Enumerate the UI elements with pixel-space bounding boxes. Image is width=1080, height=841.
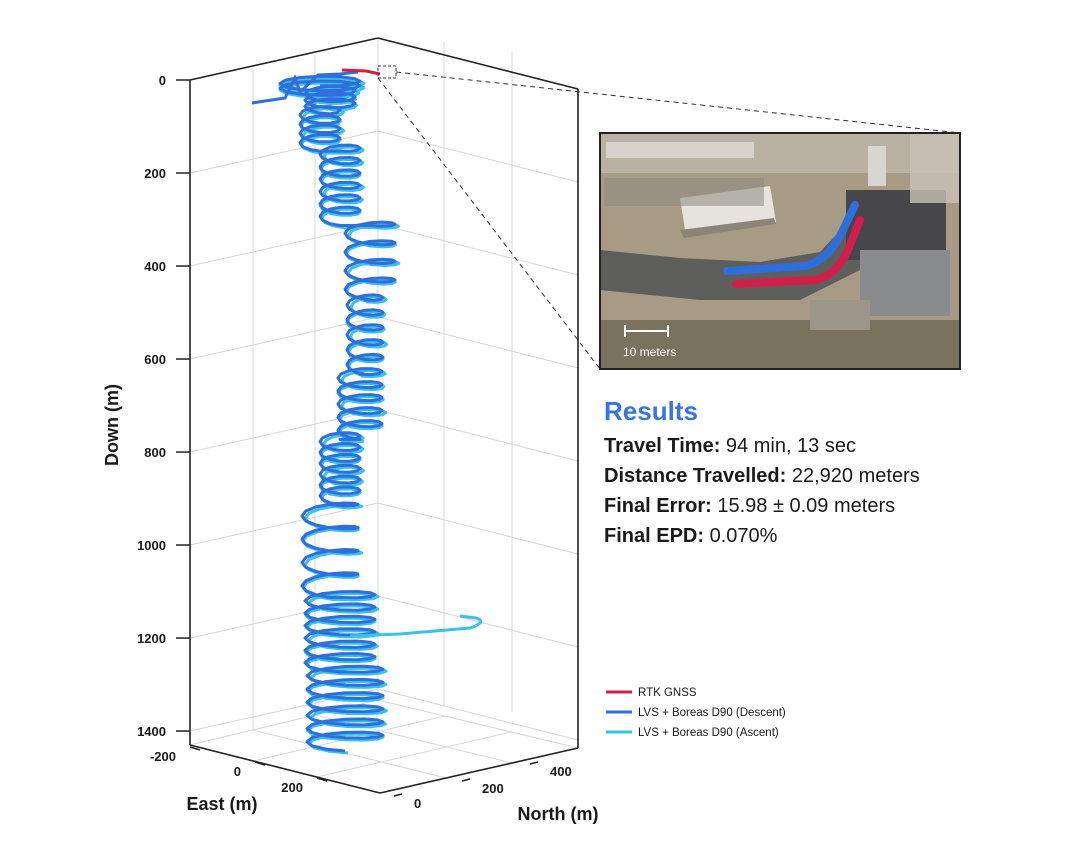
y-axis-label: North (m)	[518, 804, 599, 824]
z-tick-label: 0	[159, 73, 166, 88]
y-tick-mark	[393, 793, 403, 797]
x-tick-mark	[189, 746, 201, 751]
zoom-line-top	[395, 71, 961, 134]
z-tick-label: 800	[144, 445, 166, 460]
zoom-box	[377, 65, 397, 79]
legend: RTK GNSS LVS + Boreas D90 (Descent) LVS …	[606, 687, 786, 739]
chart-axes	[189, 37, 579, 794]
y-tick-label: 400	[550, 764, 572, 779]
grid-line	[377, 502, 579, 555]
result-key: Travel Time:	[604, 435, 721, 457]
y-axis-ticks: 0 200 400	[393, 761, 572, 811]
grid-line	[377, 316, 579, 369]
descent-surface-segment	[251, 70, 359, 105]
zoom-connector-lines	[377, 65, 961, 370]
x-axis-ticks: -200 0 200	[150, 746, 328, 795]
results-panel: Results Travel Time: 94 min, 13 sec Dist…	[604, 396, 1064, 551]
grid-line	[189, 409, 379, 453]
grid-line	[377, 223, 579, 276]
x-tick-mark	[254, 761, 266, 766]
grid-line	[316, 731, 512, 778]
results-title: Results	[604, 396, 698, 426]
result-final-error: Final Error: 15.98 ± 0.09 meters	[604, 491, 1064, 521]
grid-line	[377, 688, 579, 741]
axis-line	[189, 37, 379, 81]
satellite-inset: 10 meters	[599, 132, 961, 370]
z-axis-label: Down (m)	[102, 384, 122, 466]
result-value: 15.98 ± 0.09 meters	[711, 495, 896, 517]
ascent-trajectory-line	[278, 76, 401, 755]
grid-line	[377, 699, 579, 749]
legend-label-descent: LVS + Boreas D90 (Descent)	[638, 707, 786, 719]
trajectory-lines	[251, 68, 483, 755]
result-travel-time: Travel Time: 94 min, 13 sec	[604, 431, 1064, 461]
z-tick-label: 400	[144, 259, 166, 274]
legend-item-rtk: RTK GNSS	[606, 687, 697, 699]
axis-line	[379, 747, 579, 794]
grid-line	[377, 409, 579, 462]
result-value: 22,920 meters	[786, 465, 920, 487]
legend-label-rtk: RTK GNSS	[638, 687, 697, 699]
grid-line	[252, 729, 447, 779]
result-key: Final Error:	[604, 495, 712, 517]
y-tick-label: 0	[414, 796, 421, 811]
result-key: Final EPD:	[604, 525, 705, 547]
result-final-epd: Final EPD: 0.070%	[604, 521, 1064, 551]
z-tick-label: 600	[144, 352, 166, 367]
z-axis-ticks: 0 200 400 600 800 1000 1200 1400	[137, 73, 190, 739]
x-tick-mark	[316, 777, 328, 782]
descent-trajectory-line	[278, 74, 397, 753]
grid-line	[189, 502, 379, 546]
rtk-gnss-line	[341, 68, 381, 76]
z-tick-label: 1000	[137, 538, 166, 553]
y-tick-label: 200	[482, 781, 504, 796]
legend-label-ascent: LVS + Boreas D90 (Ascent)	[638, 727, 779, 739]
x-tick-label: -200	[150, 749, 176, 764]
y-tick-mark	[529, 761, 539, 765]
y-tick-mark	[461, 778, 471, 782]
result-key: Distance Travelled:	[604, 465, 787, 487]
x-tick-label: 200	[281, 780, 303, 795]
result-value: 0.070%	[704, 525, 778, 547]
grid-line	[377, 595, 579, 648]
legend-item-descent: LVS + Boreas D90 (Descent)	[606, 707, 786, 719]
grid-line	[377, 130, 579, 183]
legend-item-ascent: LVS + Boreas D90 (Ascent)	[606, 727, 779, 739]
z-tick-label: 1200	[137, 631, 166, 646]
z-tick-label: 200	[144, 166, 166, 181]
result-distance: Distance Travelled: 22,920 meters	[604, 461, 1064, 491]
scale-bar	[624, 325, 669, 337]
x-tick-label: 0	[234, 764, 241, 779]
zoom-line-bottom	[377, 77, 601, 370]
z-tick-label: 1400	[137, 724, 166, 739]
x-axis-label: East (m)	[186, 794, 257, 814]
grid-line	[315, 714, 513, 764]
result-value: 94 min, 13 sec	[720, 435, 856, 457]
grid-line	[189, 130, 379, 174]
ascent-excursion	[349, 614, 483, 638]
axis-line	[377, 37, 579, 90]
scale-bar-label: 10 meters	[623, 345, 676, 359]
axis-line	[189, 744, 381, 794]
